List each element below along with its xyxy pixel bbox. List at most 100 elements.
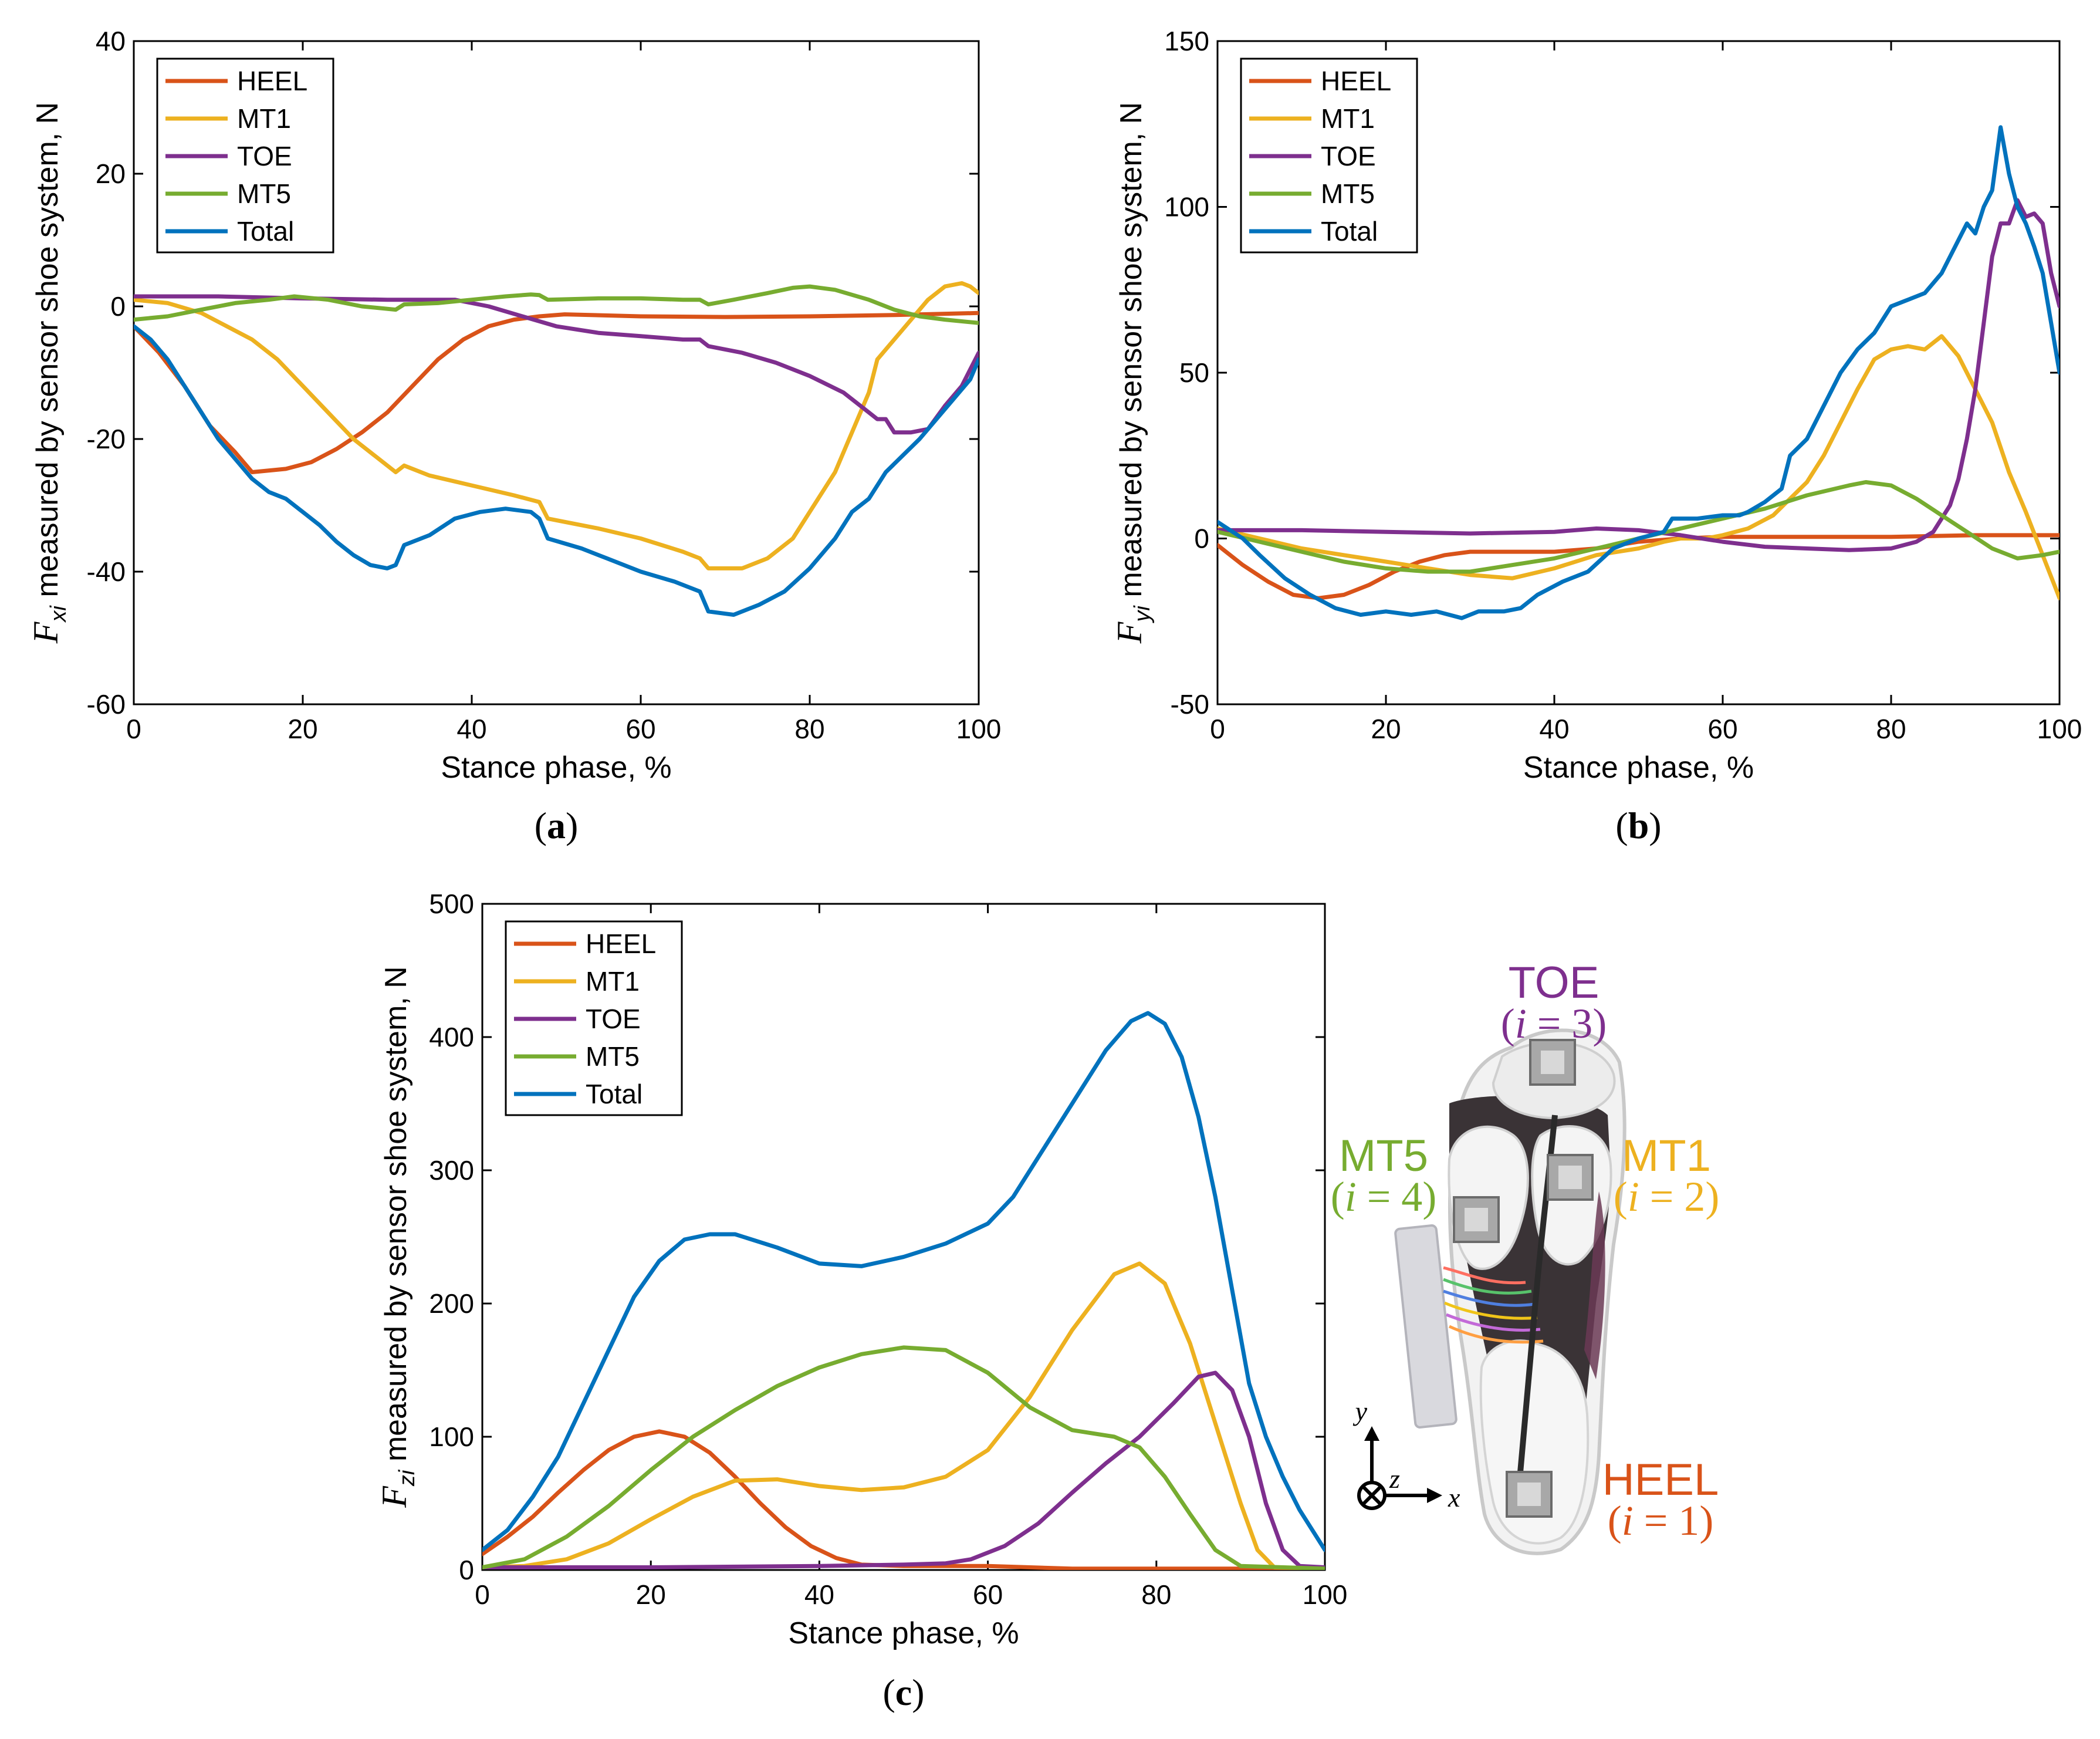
series-line-total <box>482 1011 1325 1552</box>
series-line-toe <box>482 1370 1325 1569</box>
label-heel-index: (i = 1) <box>1608 1497 1714 1544</box>
x-tick-label: 60 <box>973 1579 1003 1610</box>
panel-paren-open: ( <box>882 1672 895 1713</box>
y-label-text: measured by sensor shoe system, N <box>1114 102 1148 606</box>
insole-purple-band <box>1584 1191 1605 1379</box>
series-line-toe <box>1218 198 2060 552</box>
label-mt1-index: (i = 2) <box>1614 1173 1720 1220</box>
y-tick-label: 200 <box>429 1288 474 1319</box>
series-line-heel <box>1218 533 2060 600</box>
x-arrow-head <box>1427 1488 1442 1503</box>
x-tick-label: 20 <box>1371 714 1401 744</box>
legend-label-total: Total <box>237 216 294 247</box>
label-mt1-name: MT1 <box>1622 1131 1711 1181</box>
insole-side-board <box>1394 1224 1458 1429</box>
y-label-text: measured by sensor shoe system, N <box>379 966 413 1470</box>
x-axis-label: Stance phase, % <box>1523 751 1754 785</box>
x-tick-label: 40 <box>804 1579 834 1610</box>
legend-label-toe: TOE <box>1321 141 1376 171</box>
y-tick-label: -20 <box>87 424 126 454</box>
y-tick-label: 0 <box>1194 524 1209 554</box>
chart-panel-c: 0 20 40 60 80 100 0 100 200 300 400 500 HEEL MT1 TOE MT… <box>375 889 1347 1713</box>
y-label-subscript: zi <box>395 1469 420 1487</box>
y-label-var: F <box>26 621 65 644</box>
x-tick-label: 100 <box>2037 714 2082 744</box>
series-line-mt5 <box>1218 480 2060 574</box>
x-tick-label: 80 <box>1876 714 1906 744</box>
y-tick-label: -40 <box>87 556 126 587</box>
y-tick-label: 100 <box>1164 192 1209 222</box>
legend: HEEL MT1 TOE MT5 Total <box>156 58 334 254</box>
sensor-toe <box>1529 1039 1576 1086</box>
insole-wires <box>1443 1266 1544 1344</box>
panel-label: (a) <box>535 805 579 846</box>
y-label-subscript: yi <box>1130 605 1155 624</box>
x-tick-label: 60 <box>625 714 655 744</box>
series-line-mt1 <box>1218 334 2060 600</box>
series-line-mt1 <box>482 1261 1325 1570</box>
sensor-mt1 <box>1547 1154 1594 1201</box>
chart-panel-a: 0 20 40 60 80 100 -60 -40 -20 0 20 40 HEEL MT1 TOE MT5 T… <box>26 26 1001 846</box>
legend-label-mt1: MT1 <box>237 103 291 134</box>
x-tick-label: 80 <box>794 714 824 744</box>
y-tick-label: -50 <box>1171 689 1209 720</box>
x-tick-label: 100 <box>1303 1579 1348 1610</box>
chart-panel-b: 0 20 40 60 80 100-50050100150HEELMT1TOEMT5Tot… <box>1110 26 2082 846</box>
panel-paren-open: ( <box>535 805 547 846</box>
x-tick-label: 60 <box>1707 714 1737 744</box>
sensor-heel <box>1506 1471 1553 1518</box>
label-mt1: MT1 (i = 2) <box>1614 1131 1720 1220</box>
legend-label-toe: TOE <box>586 1004 641 1034</box>
y-axis-label: Fyi measured by sensor shoe system, N <box>1110 102 1155 644</box>
axis-label-z: z <box>1389 1464 1400 1494</box>
y-tick-label: 300 <box>429 1155 474 1186</box>
y-axis-label: Fxi measured by sensor shoe system, N <box>26 102 71 644</box>
series-group <box>1218 125 2060 620</box>
legend: HEEL MT1 TOE MT5 Total <box>1240 58 1418 254</box>
series-line-mt5 <box>134 284 979 325</box>
y-tick-label: -60 <box>87 689 126 720</box>
y-label-var: F <box>1110 621 1149 644</box>
panel-letter: a <box>547 805 566 846</box>
insole-image <box>1394 1028 1626 1555</box>
series-group <box>482 1011 1325 1570</box>
x-tick-label: 0 <box>126 714 141 744</box>
coordinate-axes: y x z <box>1353 1396 1460 1512</box>
y-label-subscript: xi <box>46 605 71 623</box>
label-mt5: MT5 (i = 4) <box>1331 1131 1437 1220</box>
series-line-total <box>1218 125 2060 620</box>
y-tick-label: 40 <box>96 26 126 56</box>
axis-label-y: y <box>1353 1396 1368 1426</box>
x-axis-label: Stance phase, % <box>441 751 671 785</box>
label-heel: HEEL (i = 1) <box>1602 1455 1719 1544</box>
series-group <box>134 281 979 617</box>
y-axis-label: Fzi measured by sensor shoe system, N <box>375 966 420 1508</box>
y-tick-label: 500 <box>429 889 474 919</box>
x-tick-label: 20 <box>288 714 317 744</box>
x-tick-label: 40 <box>1539 714 1569 744</box>
legend-label-heel: HEEL <box>237 66 307 96</box>
y-tick-label: 0 <box>110 291 126 322</box>
legend-label-heel: HEEL <box>1321 66 1391 96</box>
legend-label-mt5: MT5 <box>586 1041 640 1072</box>
legend-box <box>1240 58 1418 254</box>
legend-label-total: Total <box>1321 216 1378 247</box>
y-tick-label: 50 <box>1179 357 1209 388</box>
plot-area <box>133 40 980 705</box>
y-label-var: F <box>375 1485 414 1508</box>
x-tick-label: 100 <box>956 714 1002 744</box>
legend-label-mt1: MT1 <box>1321 103 1375 134</box>
y-tick-label: 0 <box>459 1555 474 1585</box>
x-tick-label: 0 <box>1210 714 1225 744</box>
sensor-shoe-illustration: TOE (i = 3) MT1 (i = 2) MT5 (i = 4) HEEL… <box>1331 958 1720 1555</box>
series-line-heel <box>134 310 979 474</box>
series-line-mt5 <box>482 1345 1325 1570</box>
x-axis-label: Stance phase, % <box>788 1616 1019 1650</box>
label-mt5-name: MT5 <box>1339 1131 1428 1181</box>
y-arrow-head <box>1364 1426 1379 1441</box>
axis-label-x: x <box>1448 1483 1460 1512</box>
legend-label-heel: HEEL <box>586 928 656 959</box>
series-line-heel <box>482 1429 1325 1570</box>
x-tick-label: 0 <box>475 1579 490 1610</box>
